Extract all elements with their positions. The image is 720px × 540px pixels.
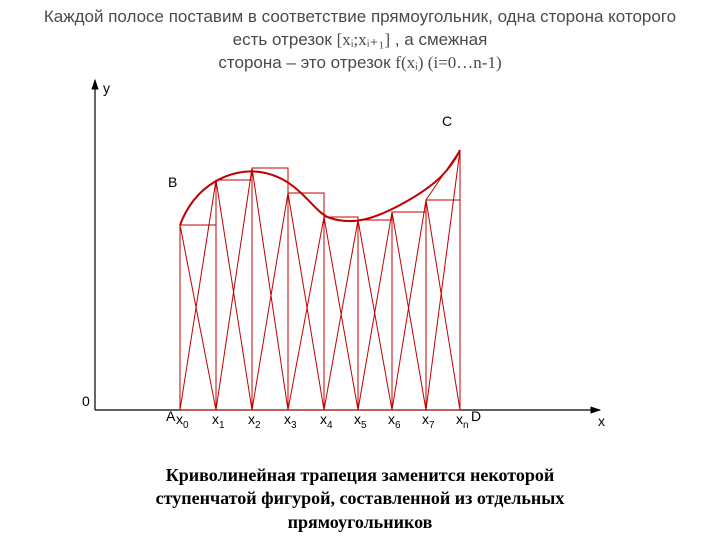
diag	[288, 217, 324, 410]
diag	[426, 150, 460, 410]
x-tick-label: x4	[320, 411, 333, 431]
x-tick-label: x3	[284, 411, 297, 431]
x-tick-label: x0	[176, 411, 189, 431]
footer-line: ступенчатой фигурой, составленной из отд…	[156, 488, 565, 508]
x-tick-label: x6	[388, 411, 401, 431]
label-y_axis: y	[103, 80, 110, 96]
slide-footer: Криволинейная трапеция заменится некотор…	[0, 464, 720, 534]
diag	[252, 168, 288, 410]
label-D: D	[471, 408, 481, 424]
footer-line: Криволинейная трапеция заменится некотор…	[166, 465, 555, 485]
label-C: C	[442, 113, 452, 129]
integral-diagram: x0 x1 x2 x3 x4 x5 x6 x7 xn 0 x y A B C D	[0, 0, 720, 540]
label-B: B	[168, 174, 177, 190]
x-tick-label: x2	[248, 411, 261, 431]
label-A: A	[166, 408, 176, 424]
x-tick-label: x5	[354, 411, 367, 431]
diag	[252, 193, 288, 410]
diag	[426, 200, 460, 410]
diag	[180, 225, 216, 410]
x-tick-label: x1	[212, 411, 225, 431]
diag	[288, 193, 324, 410]
footer-line: прямоугольников	[288, 512, 433, 532]
label-origin: 0	[82, 393, 90, 409]
x-tick-label: x7	[422, 411, 435, 431]
label-x_axis: x	[598, 413, 605, 429]
x-tick-label: xn	[456, 411, 469, 431]
curve-fx	[180, 150, 460, 225]
